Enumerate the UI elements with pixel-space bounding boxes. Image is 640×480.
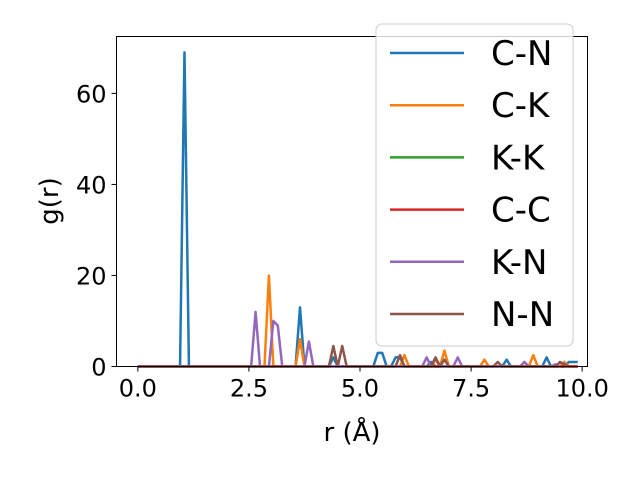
x-tick-label: 2.5 bbox=[230, 375, 268, 403]
y-tick-label: 20 bbox=[76, 262, 107, 290]
legend-label-c-k: C-K bbox=[491, 86, 551, 126]
x-tick-label: 0.0 bbox=[119, 375, 157, 403]
legend-label-c-c: C-C bbox=[491, 191, 551, 231]
x-axis-ticks: 0.0 2.5 5.0 7.5 10.0 bbox=[119, 366, 609, 403]
y-tick-label: 60 bbox=[76, 80, 107, 108]
legend-label-n-n: N-N bbox=[491, 295, 554, 335]
x-tick-label: 5.0 bbox=[341, 375, 379, 403]
y-tick-label: 40 bbox=[76, 171, 107, 199]
legend-label-k-k: K-K bbox=[491, 138, 546, 178]
x-tick-label: 7.5 bbox=[452, 375, 490, 403]
y-axis-label: g(r) bbox=[35, 177, 65, 224]
y-axis-ticks: 0 20 40 60 bbox=[76, 80, 117, 382]
y-tick-label: 0 bbox=[91, 354, 106, 382]
legend-label-c-n: C-N bbox=[491, 34, 552, 74]
legend: C-N C-K K-K C-C K-N N-N bbox=[375, 23, 574, 347]
plot-frame bbox=[116, 36, 588, 367]
x-tick-label: 10.0 bbox=[555, 375, 608, 403]
legend-label-k-n: K-N bbox=[491, 243, 547, 283]
x-axis-label: r (Å) bbox=[323, 416, 380, 448]
